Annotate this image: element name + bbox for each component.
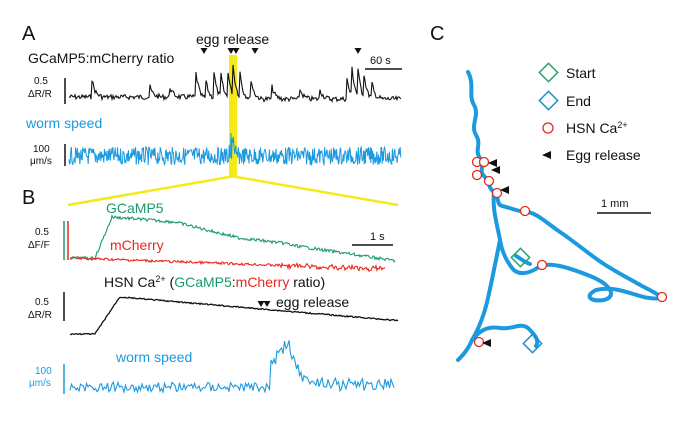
egg-event-marker xyxy=(500,186,509,194)
panel-a-speed-scale-unit: μm/s xyxy=(30,156,52,167)
panel-b-dr-scale-unit: ΔR/R xyxy=(28,310,52,321)
legend-hsn-sup: 2+ xyxy=(617,120,627,130)
legend-end-label: End xyxy=(566,93,591,109)
legend-hsn-icon xyxy=(542,122,554,134)
hsn-title-prefix: HSN Ca xyxy=(104,274,156,290)
track-segment xyxy=(514,254,532,266)
panel-a-ratio-scale-value: 0.5 xyxy=(34,76,48,87)
panel-b-speed-trace xyxy=(69,340,395,395)
legend-end-icon xyxy=(538,90,559,111)
panel-b-hsn-trace xyxy=(69,296,399,336)
panel-b-mcherry-label: mCherry xyxy=(110,237,164,253)
egg-arrowhead xyxy=(251,48,259,54)
legend-hsn-text: HSN Ca xyxy=(566,120,618,136)
hsn-event-marker xyxy=(491,187,503,199)
egg-arrowhead xyxy=(200,48,208,54)
panel-a-speed-title: worm speed xyxy=(25,115,102,131)
egg-arrowhead xyxy=(257,301,265,307)
hsn-title-sup: 2+ xyxy=(155,274,165,284)
panel-a-highlight xyxy=(229,55,237,177)
egg-arrowhead xyxy=(354,48,362,54)
zoom-lines xyxy=(67,175,399,207)
hsn-event-marker xyxy=(656,291,668,303)
track-segment xyxy=(456,238,502,362)
panel-b-df-scale-value: 0.5 xyxy=(35,227,49,238)
map-start-marker xyxy=(510,247,531,268)
hsn-event-marker xyxy=(471,169,483,181)
legend-egg-label: Egg release xyxy=(566,147,641,163)
panel-b-time-scale-label: 1 s xyxy=(370,231,385,243)
panel-a-time-scale-label: 60 s xyxy=(370,55,391,67)
egg-arrowhead xyxy=(232,48,240,54)
egg-event-marker xyxy=(488,159,497,167)
panel-b-mcherry-trace xyxy=(69,256,386,273)
track-segment xyxy=(491,190,666,303)
hsn-event-marker xyxy=(478,156,490,168)
hsn-title-close: ratio) xyxy=(289,274,325,290)
hsn-title-mcherry: mCherry xyxy=(236,274,290,290)
panel-a-egg-arrowheads xyxy=(200,48,362,54)
hsn-event-marker xyxy=(483,175,495,187)
panel-c-scale-label: 1 mm xyxy=(601,198,629,210)
egg-arrowhead xyxy=(263,301,271,307)
hsn-event-marker xyxy=(536,259,548,271)
hsn-title-gcamp: GCaMP5 xyxy=(174,274,232,290)
egg-events xyxy=(482,159,509,347)
worm-track xyxy=(456,70,666,362)
panel-b-gcamp-label: GCaMP5 xyxy=(106,200,164,216)
zoom-cap xyxy=(229,170,237,178)
panel-b-egg-arrowheads xyxy=(257,301,271,307)
hsn-title-open: ( xyxy=(166,274,175,290)
legend-start-label: Start xyxy=(566,65,596,81)
legend-start-icon xyxy=(538,62,559,83)
panel-a-egg-release-label: egg release xyxy=(196,31,269,47)
legend-egg-icon xyxy=(542,151,551,159)
hsn-event-marker xyxy=(519,205,531,217)
panel-a-speed-trace xyxy=(68,133,402,167)
panel-a-letter: A xyxy=(22,23,36,45)
panel-b-df-scale-unit: ΔF/F xyxy=(28,240,50,251)
track-segment xyxy=(492,190,664,300)
hsn-title-colon: : xyxy=(232,274,236,290)
panel-b-speed-scale-unit: μm/s xyxy=(29,378,51,389)
panel-b-letter: B xyxy=(22,187,35,209)
hsn-event-marker xyxy=(473,336,485,348)
hsn-events xyxy=(471,156,668,348)
panel-b-egg-release-label: egg release xyxy=(276,294,349,310)
panel-b-gcamp-trace xyxy=(69,214,396,263)
panel-b-speed-label: worm speed xyxy=(115,349,192,365)
panel-c-letter: C xyxy=(430,23,444,45)
panel-a-ratio-scale-unit: ΔR/R xyxy=(28,89,52,100)
panel-a-ratio-trace xyxy=(68,64,402,103)
panel-a-ratio-title: GCaMP5:mCherry ratio xyxy=(28,50,174,66)
egg-event-marker xyxy=(491,166,500,174)
map-end-marker xyxy=(522,333,543,354)
panel-b-speed-scale-value: 100 xyxy=(35,366,52,377)
panel-b-dr-scale-value: 0.5 xyxy=(35,297,49,308)
egg-arrowhead xyxy=(227,48,235,54)
panel-a-speed-scale-value: 100 xyxy=(33,144,50,155)
egg-event-marker xyxy=(482,339,491,347)
panel-b-hsn-title: HSN Ca2+ (GCaMP5:mCherry ratio) xyxy=(104,274,325,290)
legend-hsn-label: HSN Ca2+ xyxy=(566,120,628,136)
